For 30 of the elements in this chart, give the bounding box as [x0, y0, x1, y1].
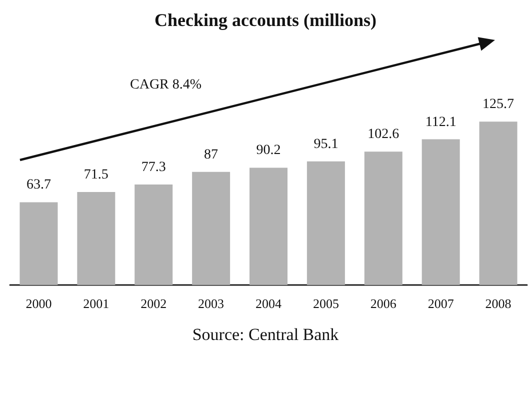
bar [77, 192, 116, 285]
bar [192, 172, 230, 285]
x-tick-label: 2003 [198, 296, 224, 311]
data-label: 112.1 [425, 114, 456, 130]
x-tick-label: 2001 [83, 296, 110, 311]
bar [479, 122, 518, 285]
x-tick-label: 2007 [428, 296, 454, 311]
x-tick-label: 2004 [256, 296, 282, 311]
text: CAGR 8.4% [130, 78, 202, 92]
data-label: 71.5 [84, 168, 108, 183]
data-label: 77.3 [141, 160, 166, 176]
x-tick-label: 2000 [26, 296, 52, 311]
bar [422, 139, 460, 285]
data-label: 87 [204, 147, 218, 162]
x-tick-label: 2008 [485, 296, 512, 311]
data-label: 125.7 [482, 97, 514, 112]
bar [134, 184, 173, 285]
data-label: 102.6 [368, 127, 400, 142]
bar [250, 168, 288, 285]
bar [20, 202, 58, 285]
data-label: 95.1 [314, 136, 338, 152]
x-tick-label: 2002 [140, 296, 167, 311]
data-label: 90.2 [256, 143, 281, 158]
x-tick-label: 2006 [370, 296, 397, 311]
bar [364, 152, 402, 285]
source-note: Source: Central Bank [192, 325, 340, 344]
x-tick-label: 2005 [312, 296, 339, 311]
bar [306, 161, 345, 285]
data-label: 63.7 [26, 178, 51, 193]
chart-title: Checking accounts (millions) [154, 10, 377, 30]
